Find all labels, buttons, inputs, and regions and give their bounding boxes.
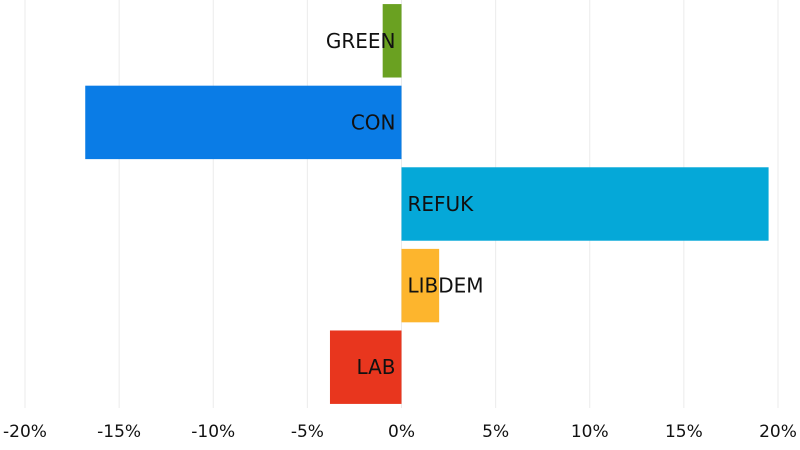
x-tick-label: -15% bbox=[97, 422, 141, 442]
x-tick-label: 15% bbox=[665, 422, 703, 442]
bar-label-green: GREEN bbox=[326, 29, 396, 53]
bar-label-lab: LAB bbox=[356, 355, 395, 379]
bar-con bbox=[85, 85, 402, 160]
bars bbox=[85, 4, 769, 404]
bar-lab bbox=[329, 330, 402, 404]
x-tick-label: 0% bbox=[388, 422, 415, 442]
x-tick-label: 5% bbox=[482, 422, 509, 442]
x-tick-label: -20% bbox=[3, 422, 47, 442]
bar-label-con: CON bbox=[351, 110, 396, 134]
bar-labels: GREEN CON REFUK LIBDEM LAB bbox=[326, 29, 484, 379]
bar-label-libdem: LIBDEM bbox=[408, 274, 484, 298]
x-tick-label: -10% bbox=[191, 422, 235, 442]
bar-libdem bbox=[401, 248, 440, 323]
x-axis-tick-labels: -20% -15% -10% -5% 0% 5% 10% 15% 20% bbox=[3, 422, 797, 442]
bar-refuk bbox=[401, 167, 769, 241]
x-tick-label: 10% bbox=[571, 422, 609, 442]
bar-green bbox=[382, 4, 402, 78]
bar-label-refuk: REFUK bbox=[408, 192, 475, 216]
x-tick-label: 20% bbox=[759, 422, 797, 442]
x-tick-label: -5% bbox=[291, 422, 324, 442]
